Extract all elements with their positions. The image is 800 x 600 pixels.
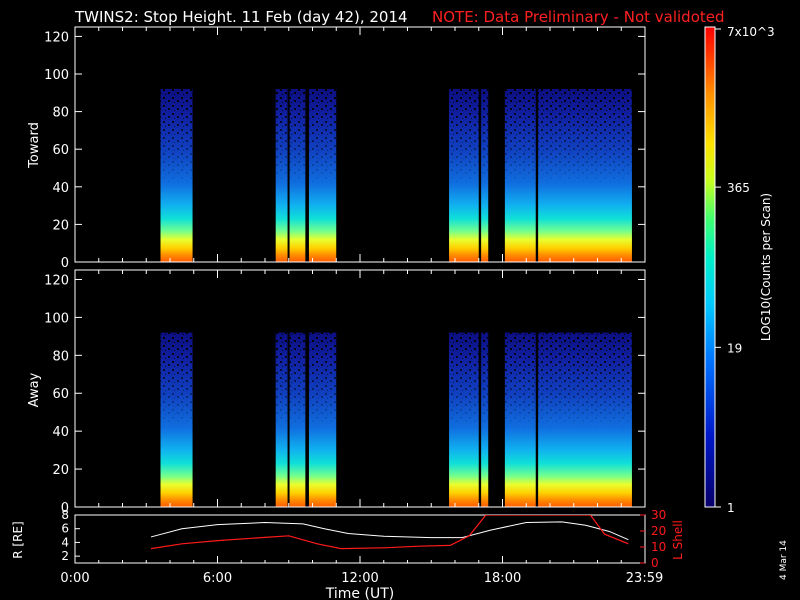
colorbar-frame <box>704 26 716 508</box>
heatmap-block-noise <box>449 332 489 507</box>
r-series-line <box>150 521 629 541</box>
y-tick-label: 80 <box>52 106 69 121</box>
y-tick-label: 40 <box>52 425 69 440</box>
preliminary-note: NOTE: Data Preliminary - Not validoted <box>432 8 725 26</box>
colorbar-gradient <box>705 27 715 507</box>
time-tick-label: 0:00 <box>60 571 89 586</box>
lshell-tick-label: 10 <box>651 540 666 554</box>
date-stamp: 4 Mar 14 <box>779 540 789 580</box>
colorbar-tick-label: 19 <box>727 341 742 355</box>
data-gap <box>287 330 290 507</box>
colorbar-tick-label: 365 <box>727 181 750 195</box>
colorbar-label: LOG10(Counts per Scan) <box>759 193 773 341</box>
y-tick-label: 0 <box>61 256 69 271</box>
y-tick-label: 40 <box>52 181 69 196</box>
r-tick-label: 8 <box>61 508 69 522</box>
time-tick-label: 6:00 <box>203 571 232 586</box>
r-axis-label: R [RE] <box>11 521 25 558</box>
lshell-axis-label: L Shell <box>671 520 685 560</box>
y-tick-label: 60 <box>52 387 69 402</box>
y-tick-label: 100 <box>44 68 69 83</box>
time-tick-label: 23:59 <box>626 571 663 586</box>
heatmap-block-noise <box>449 89 489 262</box>
y-tick-label: 20 <box>52 218 69 233</box>
r-tick-label: 4 <box>61 535 69 549</box>
plot-title: TWINS2: Stop Height. 11 Feb (day 42), 20… <box>74 8 408 26</box>
y-tick-label: 100 <box>44 311 69 326</box>
heatmap-block-noise <box>160 89 193 262</box>
data-gap <box>535 330 539 507</box>
data-gap <box>535 87 539 262</box>
colorbar: 1 19 365 7x10^3 LOG10(Counts per Scan) <box>704 25 775 515</box>
y-tick-label: 20 <box>52 463 69 478</box>
lshell-series-line <box>150 515 629 550</box>
y-tick-label: 60 <box>52 143 69 158</box>
r-tick-label: 6 <box>61 522 69 536</box>
away-axis-label: Away <box>27 372 42 407</box>
lshell-tick-label: 0 <box>651 556 659 570</box>
y-tick-label: 120 <box>44 273 69 288</box>
colorbar-tick-label: 1 <box>727 501 735 515</box>
lshell-tick-label: 30 <box>651 508 666 522</box>
away-panel: 0 20 40 60 80 100 120 Away <box>27 269 646 516</box>
time-axis-label: Time (UT) <box>325 586 394 600</box>
lshell-tick-label: 20 <box>651 524 666 538</box>
data-gap <box>478 87 482 262</box>
colorbar-tick-label: 7x10^3 <box>727 25 775 39</box>
heatmap-block-noise <box>504 332 632 507</box>
data-gap <box>305 330 309 507</box>
data-gap <box>478 330 482 507</box>
heatmap-block-noise <box>504 89 632 262</box>
y-tick-label: 0 <box>61 501 69 516</box>
data-gap <box>287 87 290 262</box>
heatmap-block-noise <box>160 332 193 507</box>
y-tick-label: 120 <box>44 30 69 45</box>
time-tick-label: 12:00 <box>341 571 378 586</box>
toward-panel: 0 20 40 60 80 100 120 Toward <box>27 26 646 271</box>
data-gap <box>305 87 309 262</box>
time-tick-label: 18:00 <box>484 571 521 586</box>
y-tick-label: 80 <box>52 349 69 364</box>
toward-axis-label: Toward <box>27 122 42 169</box>
r-tick-label: 2 <box>61 549 69 563</box>
